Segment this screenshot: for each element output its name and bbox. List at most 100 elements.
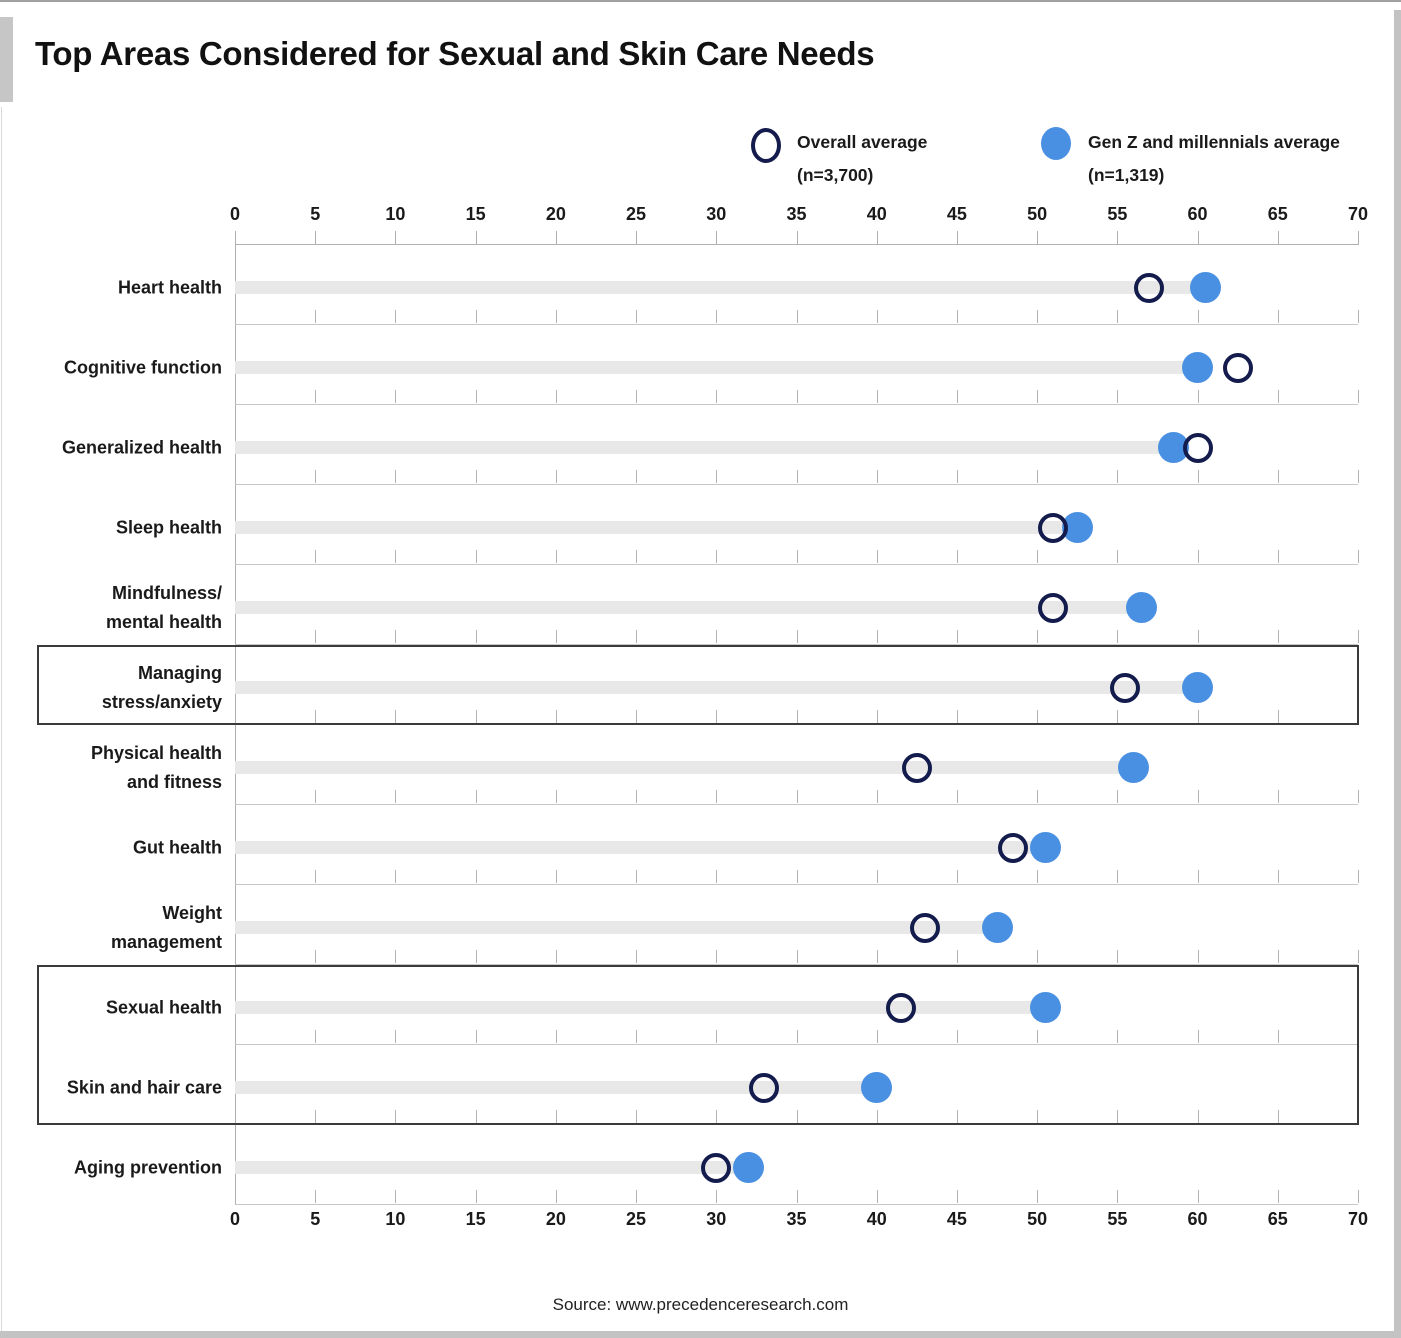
row-axis-tick — [555, 790, 557, 803]
top-axis-tick — [716, 231, 718, 244]
top-axis-tick — [796, 231, 798, 244]
legend-overall-text: Overall average (n=3,700) — [797, 126, 927, 192]
row-axis-tick — [716, 390, 718, 403]
row-axis-tick — [1197, 1110, 1199, 1123]
overall-average-legend-open-circle-icon — [751, 128, 781, 163]
row-axis-tick — [1358, 1110, 1359, 1123]
row-axis-tick — [1117, 870, 1119, 883]
row-axis-tick — [1358, 390, 1359, 403]
genz-average-marker — [1182, 672, 1214, 703]
x-axis-label-top: 30 — [706, 204, 727, 224]
row-axis-tick — [475, 1030, 477, 1043]
x-axis-label-top: 60 — [1187, 204, 1208, 224]
row-axis-tick — [315, 1190, 317, 1203]
row-axis-tick — [1358, 310, 1359, 323]
chart-row — [235, 725, 1359, 805]
row-axis-tick — [315, 950, 317, 963]
left-scroll-tab — [0, 17, 13, 102]
row-axis-tick — [1117, 310, 1119, 323]
chart-row — [235, 1125, 1359, 1205]
row-axis-tick — [395, 550, 397, 563]
row-axis-tick — [395, 630, 397, 643]
chart-row — [235, 1045, 1359, 1125]
row-axis-tick — [876, 710, 878, 723]
top-axis-tick — [475, 231, 477, 244]
row-axis-tick — [315, 870, 317, 883]
overall-average-marker — [1134, 273, 1165, 303]
row-axis-tick — [555, 710, 557, 723]
row-axis-tick — [1117, 710, 1119, 723]
row-axis-tick — [475, 630, 477, 643]
chart-row — [235, 645, 1359, 725]
row-axis-tick — [555, 310, 557, 323]
row-axis-tick — [1277, 390, 1279, 403]
row-axis-tick — [716, 470, 718, 483]
row-axis-tick — [315, 790, 317, 803]
category-label: Cognitive function — [64, 357, 222, 378]
genz-average-marker — [861, 1072, 893, 1103]
genz-average-marker — [732, 1152, 764, 1183]
top-axis-tick — [1277, 231, 1279, 244]
row-axis-tick — [1117, 1030, 1119, 1043]
value-bar — [235, 841, 1046, 854]
row-axis-tick — [1037, 1030, 1039, 1043]
row-axis-tick — [1037, 630, 1039, 643]
row-axis-tick — [876, 550, 878, 563]
row-axis-tick — [716, 1110, 718, 1123]
row-axis-tick — [1277, 790, 1279, 803]
row-axis-tick — [555, 950, 557, 963]
row-axis-tick — [796, 1190, 798, 1203]
row-axis-tick — [636, 550, 638, 563]
top-axis-tick — [636, 231, 638, 244]
x-axis-label-top: 70 — [1347, 204, 1369, 224]
category-label: Generalized health — [61, 437, 222, 458]
row-axis-tick — [555, 550, 557, 563]
value-bar — [235, 1081, 877, 1094]
row-axis-tick — [956, 470, 958, 483]
row-axis-tick — [555, 470, 557, 483]
x-axis-label-bottom: 25 — [626, 1209, 647, 1229]
x-axis-label-bottom: 60 — [1187, 1209, 1208, 1229]
genz-average-marker — [1182, 352, 1214, 383]
row-axis-tick — [555, 630, 557, 643]
row-axis-tick — [796, 630, 798, 643]
row-axis-tick — [1037, 870, 1039, 883]
top-axis-tick — [1358, 231, 1359, 244]
row-axis-tick — [796, 1030, 798, 1043]
overall-average-marker — [1038, 593, 1069, 623]
x-axis-label-top: 50 — [1027, 204, 1048, 224]
chart-row — [235, 245, 1359, 325]
category-label: Aging prevention — [74, 1157, 222, 1178]
row-axis-tick — [796, 310, 798, 323]
row-axis-tick — [636, 470, 638, 483]
category-label: Heart health — [117, 277, 222, 298]
row-axis-tick — [1197, 310, 1199, 323]
right-edge-border — [1394, 10, 1401, 1338]
row-axis-tick — [1037, 470, 1039, 483]
row-axis-tick — [716, 710, 718, 723]
legend-overall-n: (n=3,700) — [797, 165, 874, 185]
row-axis-tick — [1358, 550, 1359, 563]
category-label: Managing stress/anxiety — [101, 663, 222, 712]
row-axis-tick — [1117, 1190, 1119, 1203]
row-axis-tick — [315, 1030, 317, 1043]
row-axis-tick — [475, 390, 477, 403]
category-label: Weight management — [110, 903, 222, 952]
row-axis-tick — [555, 1110, 557, 1123]
chart-row — [235, 805, 1359, 885]
value-bar — [235, 281, 1206, 294]
row-axis-tick — [395, 390, 397, 403]
genz-average-marker — [1125, 592, 1157, 623]
row-axis-tick — [1277, 1190, 1279, 1203]
chart-row — [235, 565, 1359, 645]
top-axis-tick — [395, 231, 397, 244]
row-axis-tick — [1037, 950, 1039, 963]
row-axis-tick — [1277, 710, 1279, 723]
row-axis-tick — [1358, 790, 1359, 803]
row-axis-tick — [876, 950, 878, 963]
legend-genz-text: Gen Z and millennials average (n=1,319) — [1088, 126, 1340, 192]
chart-row — [235, 325, 1359, 405]
row-axis-tick — [555, 1030, 557, 1043]
row-axis-tick — [1277, 550, 1279, 563]
row-axis-tick — [956, 870, 958, 883]
